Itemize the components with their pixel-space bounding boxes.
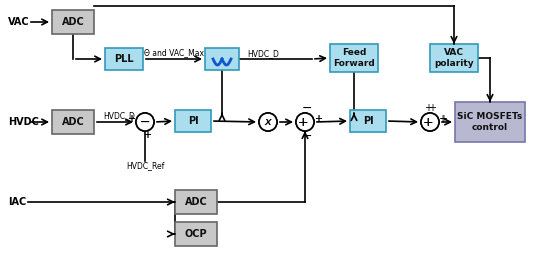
Circle shape: [421, 113, 439, 131]
Text: +: +: [298, 116, 308, 128]
Text: Feed
Forward: Feed Forward: [333, 48, 375, 68]
Circle shape: [136, 113, 154, 131]
Text: +: +: [314, 114, 322, 124]
Text: ADC: ADC: [185, 197, 207, 207]
Text: +: +: [298, 116, 308, 128]
FancyBboxPatch shape: [175, 222, 217, 246]
Text: PI: PI: [363, 116, 373, 126]
Text: +: +: [438, 114, 446, 124]
Text: −: −: [302, 129, 312, 143]
Text: +: +: [127, 114, 135, 124]
Text: +: +: [423, 116, 433, 128]
Text: PI: PI: [188, 116, 198, 126]
FancyBboxPatch shape: [205, 48, 239, 70]
FancyBboxPatch shape: [350, 110, 386, 132]
FancyBboxPatch shape: [52, 10, 94, 34]
Text: VAC
polarity: VAC polarity: [434, 48, 474, 68]
Circle shape: [259, 113, 277, 131]
Text: +: +: [127, 114, 135, 124]
Text: VAC: VAC: [8, 17, 30, 27]
Circle shape: [136, 113, 154, 131]
Text: +: +: [314, 114, 322, 124]
Text: −: −: [302, 102, 312, 114]
Text: +: +: [143, 130, 151, 140]
Text: ADC: ADC: [62, 117, 84, 127]
Text: +: +: [143, 130, 151, 140]
FancyBboxPatch shape: [330, 44, 378, 72]
Circle shape: [296, 113, 314, 131]
FancyBboxPatch shape: [105, 48, 143, 70]
Text: HVDC: HVDC: [8, 117, 39, 127]
Text: +: +: [439, 114, 447, 124]
Circle shape: [296, 113, 314, 131]
Text: +: +: [424, 103, 432, 113]
Text: OCP: OCP: [185, 229, 207, 239]
Text: PLL: PLL: [114, 54, 134, 64]
Circle shape: [421, 113, 439, 131]
Text: +: +: [423, 116, 433, 128]
FancyBboxPatch shape: [175, 190, 217, 214]
FancyBboxPatch shape: [175, 110, 211, 132]
Text: −: −: [140, 116, 150, 128]
Text: SiC MOSFETs
control: SiC MOSFETs control: [457, 112, 523, 132]
Text: HVDC_D: HVDC_D: [247, 50, 279, 58]
FancyBboxPatch shape: [430, 44, 478, 72]
Text: +: +: [428, 103, 436, 113]
Text: x: x: [265, 117, 271, 127]
Text: −: −: [140, 116, 150, 128]
Text: IAC: IAC: [8, 197, 26, 207]
FancyBboxPatch shape: [52, 110, 94, 134]
Text: Θ and VAC_Max: Θ and VAC_Max: [144, 49, 204, 58]
Text: HVDC_D: HVDC_D: [104, 111, 136, 121]
Circle shape: [259, 113, 277, 131]
Text: x: x: [265, 117, 271, 127]
Text: HVDC_Ref: HVDC_Ref: [126, 162, 164, 170]
Text: ADC: ADC: [62, 17, 84, 27]
FancyBboxPatch shape: [455, 102, 525, 142]
